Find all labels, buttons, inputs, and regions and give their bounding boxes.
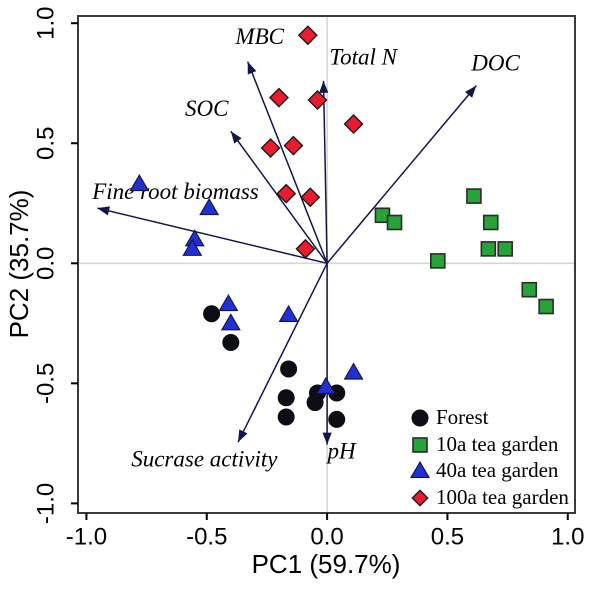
marker-circle	[280, 360, 298, 378]
arrow-shaft	[237, 262, 328, 443]
loading-arrows	[97, 61, 477, 445]
x-tick-label: 1.0	[551, 523, 584, 550]
marker-square	[497, 241, 514, 257]
arrow-shaft	[97, 207, 328, 265]
series-100a-tea-garden	[260, 25, 364, 259]
marker-triangle	[343, 362, 364, 380]
marker-square	[386, 214, 403, 231]
x-tick-label: -0.5	[186, 523, 227, 550]
marker-triangle	[129, 173, 150, 192]
legend-label-40a-tea-garden: 40a tea garden	[436, 458, 559, 482]
marker-diamond	[276, 183, 297, 204]
arrow-head	[465, 85, 477, 98]
marker-diamond	[343, 114, 364, 135]
x-tick-label: -1.0	[66, 523, 107, 550]
marker-square	[466, 188, 482, 204]
loading-label-doc: DOC	[470, 51, 520, 76]
marker-square	[521, 281, 538, 298]
loading-arrow-ph	[322, 263, 332, 445]
series-forest	[203, 305, 346, 428]
loading-arrow-soc	[230, 130, 328, 264]
marker-triangle	[315, 376, 336, 394]
marker-square	[480, 241, 497, 257]
x-tick-label: 0.5	[431, 523, 464, 550]
arrow-shaft	[326, 85, 477, 264]
legend	[410, 409, 430, 507]
loading-arrow-total-n	[319, 80, 329, 264]
marker-diamond	[260, 138, 281, 159]
loading-arrow-sucrase-activity	[237, 262, 328, 443]
marker-circle	[277, 408, 295, 426]
marker-diamond	[268, 87, 289, 108]
arrow-shaft	[246, 61, 328, 264]
marker-triangle	[182, 238, 203, 256]
loading-label-total-n: Total N	[329, 44, 398, 69]
legend-row-10a-tea-garden	[412, 437, 428, 453]
marker-circle	[277, 389, 295, 407]
arrow-shaft	[230, 130, 328, 264]
loading-label-mbc: MBC	[234, 24, 284, 49]
marker-diamond	[295, 238, 316, 259]
marker-circle	[328, 410, 346, 428]
marker-triangle	[199, 197, 220, 216]
marker-triangle	[278, 304, 299, 322]
y-axis	[71, 22, 78, 505]
marker-square	[412, 437, 428, 453]
arrow-head	[247, 61, 257, 75]
legend-label-forest: Forest	[436, 405, 489, 429]
y-tick-label: 0.5	[32, 127, 59, 160]
arrow-head	[319, 80, 329, 93]
marker-triangle	[410, 460, 430, 479]
marker-circle	[203, 305, 221, 323]
marker-triangle	[220, 313, 241, 331]
series-40a-tea-garden	[129, 173, 364, 394]
x-tick-label: 0.0	[310, 523, 343, 550]
series-10a-tea-garden	[374, 188, 554, 315]
marker-diamond	[297, 25, 318, 46]
marker-circle	[306, 394, 324, 412]
arrow-head	[238, 429, 248, 443]
arrow-head	[322, 432, 332, 445]
y-tick-label: -1.0	[32, 483, 59, 524]
arrow-head	[230, 131, 242, 144]
x-axis-title: PC1 (59.7%)	[252, 549, 401, 579]
loading-label-sucrase-activity: Sucrase activity	[131, 447, 278, 472]
legend-row-40a-tea-garden	[410, 460, 430, 479]
marker-diamond	[283, 135, 304, 156]
legend-row-forest	[411, 409, 429, 427]
marker-diamond	[411, 489, 429, 507]
arrow-head	[97, 206, 110, 216]
marker-circle	[411, 409, 429, 427]
loading-label-fine-root-biomass: Fine root biomass	[91, 179, 259, 204]
y-tick-label: 1.0	[32, 7, 59, 40]
arrow-shaft	[322, 80, 328, 264]
marker-circle	[222, 334, 240, 352]
y-tick-label: -0.5	[32, 363, 59, 404]
legend-label-100a-tea-garden: 100a tea garden	[436, 485, 569, 509]
y-axis-title: PC2 (35.7%)	[4, 190, 34, 339]
marker-square	[538, 298, 554, 315]
loading-arrow-doc	[326, 85, 477, 264]
marker-triangle	[218, 294, 239, 312]
marker-diamond	[307, 90, 328, 111]
loading-label-ph: pH	[325, 438, 357, 463]
marker-square	[482, 214, 499, 231]
loading-arrow-fine-root-biomass	[97, 206, 328, 265]
marker-diamond	[300, 187, 321, 208]
x-axis	[85, 513, 569, 520]
legend-row-100a-tea-garden	[411, 489, 429, 507]
legend-label-10a-tea-garden: 10a tea garden	[436, 432, 559, 456]
marker-square	[430, 253, 446, 269]
y-tick-label: 0.0	[32, 247, 59, 280]
loading-label-soc: SOC	[185, 96, 229, 121]
loading-arrow-mbc	[246, 61, 328, 264]
